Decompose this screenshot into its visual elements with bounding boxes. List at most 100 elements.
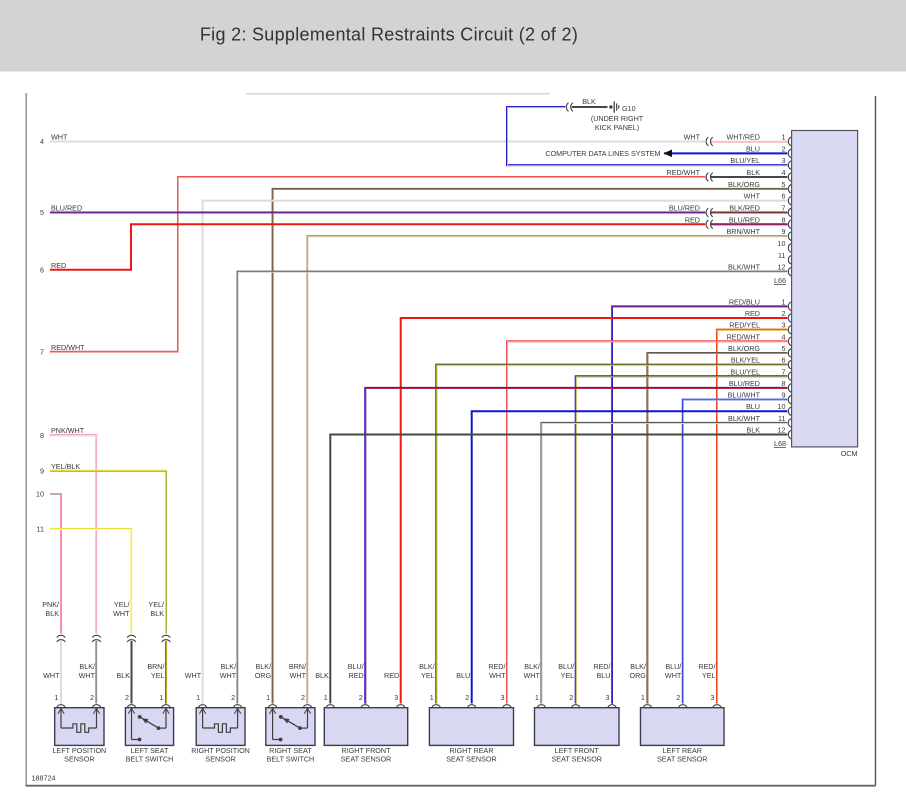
svg-text:11: 11: [778, 251, 785, 260]
svg-text:BLK/WHT: BLK/WHT: [728, 414, 761, 423]
svg-text:BLK: BLK: [315, 671, 329, 680]
svg-text:YEL: YEL: [421, 671, 435, 680]
svg-text:G10: G10: [622, 104, 636, 113]
svg-text:8: 8: [40, 431, 44, 440]
svg-text:RIGHT POSITION: RIGHT POSITION: [191, 746, 250, 755]
svg-text:1: 1: [782, 297, 786, 306]
svg-text:BLU/WHT: BLU/WHT: [728, 391, 761, 400]
svg-text:RED/WHT: RED/WHT: [51, 343, 85, 352]
svg-text:LEFT SEAT: LEFT SEAT: [131, 746, 169, 755]
svg-text:BLU: BLU: [746, 402, 760, 411]
svg-text:SEAT SENSOR: SEAT SENSOR: [657, 755, 707, 764]
svg-text:9: 9: [40, 466, 44, 475]
svg-text:BLK: BLK: [746, 426, 760, 435]
svg-text:BLK/: BLK/: [256, 662, 272, 671]
svg-text:(UNDER RIGHT: (UNDER RIGHT: [591, 114, 644, 123]
svg-text:WHT: WHT: [524, 671, 541, 680]
svg-text:WHT: WHT: [665, 671, 682, 680]
svg-text:BLK: BLK: [116, 671, 130, 680]
svg-text:2: 2: [569, 693, 573, 702]
svg-text:1: 1: [535, 693, 539, 702]
svg-text:BLU/RED: BLU/RED: [669, 203, 700, 212]
svg-text:4: 4: [782, 332, 786, 341]
svg-text:RED: RED: [745, 309, 760, 318]
svg-text:3: 3: [711, 693, 715, 702]
svg-text:BLU: BLU: [597, 671, 611, 680]
svg-text:BLK/: BLK/: [524, 662, 540, 671]
svg-text:7: 7: [782, 367, 786, 376]
svg-text:L66: L66: [774, 276, 786, 285]
svg-text:BLK/: BLK/: [630, 662, 646, 671]
svg-text:ORG: ORG: [255, 671, 272, 680]
svg-text:3: 3: [394, 693, 398, 702]
svg-text:SEAT SENSOR: SEAT SENSOR: [341, 755, 391, 764]
svg-text:BLK/WHT: BLK/WHT: [728, 263, 761, 272]
svg-text:10: 10: [778, 239, 786, 248]
svg-text:BLK/ORG: BLK/ORG: [728, 180, 760, 189]
svg-text:2: 2: [782, 144, 786, 153]
svg-text:10: 10: [36, 490, 44, 499]
svg-text:WHT: WHT: [51, 133, 68, 142]
svg-text:BLK/ORG: BLK/ORG: [728, 344, 760, 353]
svg-text:5: 5: [782, 344, 786, 353]
svg-text:RIGHT SEAT: RIGHT SEAT: [269, 746, 312, 755]
svg-text:OCM: OCM: [841, 449, 858, 458]
svg-text:4: 4: [782, 168, 786, 177]
svg-text:BRN/WHT: BRN/WHT: [726, 227, 760, 236]
svg-text:BLU/RED: BLU/RED: [729, 215, 760, 224]
svg-text:2: 2: [465, 693, 469, 702]
svg-text:1: 1: [782, 133, 786, 142]
svg-text:SENSOR: SENSOR: [205, 755, 235, 764]
svg-text:BLK/: BLK/: [79, 662, 95, 671]
svg-text:SEAT SENSOR: SEAT SENSOR: [446, 755, 496, 764]
svg-text:12: 12: [778, 263, 786, 272]
svg-text:BLU/: BLU/: [348, 662, 364, 671]
svg-text:2: 2: [125, 693, 129, 702]
svg-text:WHT: WHT: [489, 671, 506, 680]
svg-text:RED: RED: [384, 671, 399, 680]
svg-text:10: 10: [778, 402, 786, 411]
svg-text:2: 2: [359, 693, 363, 702]
svg-text:1: 1: [430, 693, 434, 702]
svg-text:ORG: ORG: [630, 671, 647, 680]
svg-text:1: 1: [266, 693, 270, 702]
svg-text:2: 2: [90, 693, 94, 702]
svg-text:1: 1: [196, 693, 200, 702]
svg-text:BLK: BLK: [45, 609, 59, 618]
svg-text:BLK/: BLK/: [419, 662, 435, 671]
svg-text:12: 12: [778, 426, 786, 435]
svg-text:WHT: WHT: [684, 133, 701, 142]
svg-text:9: 9: [782, 391, 786, 400]
svg-text:2: 2: [231, 693, 235, 702]
svg-text:BLU/RED: BLU/RED: [51, 203, 82, 212]
svg-text:5: 5: [40, 208, 44, 217]
svg-text:PNK/: PNK/: [42, 600, 59, 609]
svg-text:7: 7: [40, 347, 44, 356]
svg-text:11: 11: [778, 414, 785, 423]
svg-text:3: 3: [782, 321, 786, 330]
svg-text:BLK: BLK: [150, 609, 164, 618]
svg-text:Fig 2: Supplemental Restraints: Fig 2: Supplemental Restraints Circuit (…: [200, 25, 578, 45]
svg-text:RIGHT REAR: RIGHT REAR: [449, 746, 493, 755]
svg-text:WHT: WHT: [744, 192, 761, 201]
svg-text:RED/BLU: RED/BLU: [729, 297, 760, 306]
svg-text:YEL/BLK: YEL/BLK: [51, 462, 80, 471]
svg-text:BLK/RED: BLK/RED: [729, 203, 760, 212]
svg-text:2: 2: [782, 309, 786, 318]
svg-text:188724: 188724: [32, 774, 56, 783]
svg-text:LEFT FRONT: LEFT FRONT: [555, 746, 600, 755]
svg-text:RED/: RED/: [593, 662, 610, 671]
svg-text:BLK: BLK: [746, 168, 760, 177]
svg-text:WHT: WHT: [220, 671, 237, 680]
svg-text:BLU: BLU: [456, 671, 470, 680]
svg-text:3: 3: [782, 156, 786, 165]
svg-text:RED: RED: [349, 671, 364, 680]
svg-text:9: 9: [782, 227, 786, 236]
svg-text:WHT: WHT: [79, 671, 96, 680]
svg-text:RED/YEL: RED/YEL: [729, 321, 760, 330]
svg-text:BLU/: BLU/: [558, 662, 574, 671]
svg-text:1: 1: [55, 693, 59, 702]
svg-text:6: 6: [40, 265, 44, 274]
svg-text:11: 11: [37, 525, 44, 534]
svg-text:YEL/: YEL/: [148, 600, 164, 609]
